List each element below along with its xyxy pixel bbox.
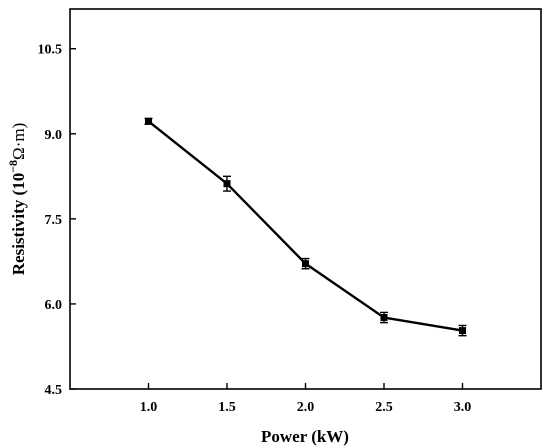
x-axis-title: Power (kW) <box>261 427 349 446</box>
y-axis-ticks: 4.5 6.0 7.5 9.0 10.5 <box>38 43 76 398</box>
data-point-marker <box>145 117 152 125</box>
y-tick-label: 4.5 <box>45 383 63 398</box>
data-point-marker <box>302 260 309 268</box>
series-layer <box>144 117 467 337</box>
x-tick-label: 1.5 <box>218 400 236 415</box>
y-tick-label: 10.5 <box>38 43 63 58</box>
series-line <box>147 120 463 332</box>
y-axis-title-exponent: −8 <box>6 160 20 173</box>
y-tick-label: 6.0 <box>45 298 63 313</box>
x-tick-label: 2.0 <box>297 400 315 415</box>
x-tick-label: 2.5 <box>375 400 393 415</box>
y-axis-title-main: Resistivity (10 <box>9 173 28 275</box>
x-tick-label: 1.0 <box>140 400 158 415</box>
y-axis-title-unit: Ω·m) <box>9 123 28 160</box>
y-axis-title: Resistivity (10−8Ω·m) <box>6 123 28 276</box>
x-axis-ticks: 1.0 1.5 2.0 2.5 3.0 <box>140 383 472 415</box>
y-tick-label: 9.0 <box>45 128 63 143</box>
data-point-marker <box>223 180 231 188</box>
x-tick-label: 3.0 <box>454 400 472 415</box>
plot-frame <box>69 8 542 390</box>
data-point-marker <box>380 314 388 322</box>
y-tick-label: 7.5 <box>45 213 63 228</box>
data-point-marker <box>459 327 466 335</box>
